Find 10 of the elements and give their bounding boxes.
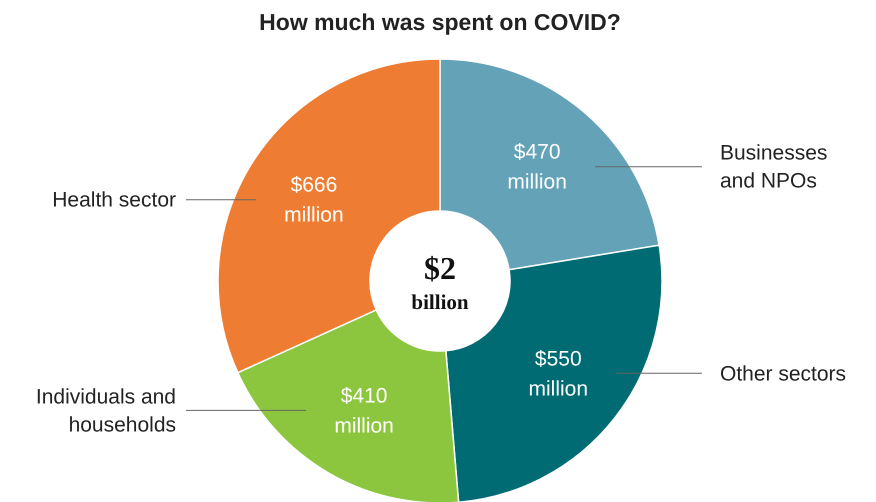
slice-label: Businesses and NPOs — [720, 142, 828, 193]
chart-title: How much was spent on COVID? — [259, 9, 621, 35]
slice-label: Other sectors — [720, 362, 846, 386]
data-label: $550 million — [528, 347, 588, 400]
data-label: $410 million — [334, 384, 394, 438]
data-label: $666 million — [284, 174, 344, 227]
data-label: $470 million — [507, 140, 567, 194]
text: $2 billion — [411, 250, 469, 314]
slice-label: Individuals and households — [36, 385, 176, 436]
slice-label: Health sector — [52, 188, 176, 212]
